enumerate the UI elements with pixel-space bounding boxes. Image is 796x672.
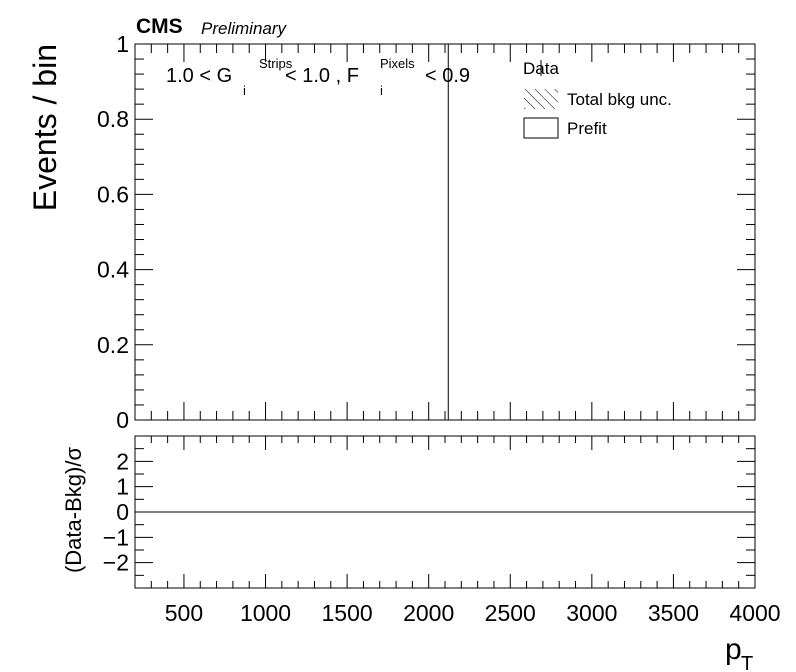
x-tick-label: 2500 [485, 600, 536, 626]
x-tick-label: 3000 [566, 600, 617, 626]
selection-f-sup: Pixels [380, 56, 415, 71]
x-axis-label: p [725, 633, 742, 666]
bottom-y-tick-label: −1 [103, 524, 129, 550]
top-y-tick-label: 0.8 [97, 106, 129, 132]
legend-data-label: Data [523, 59, 559, 78]
legend-unc-swatch [524, 89, 558, 109]
selection-part-3: < 0.9 [425, 65, 470, 87]
x-tick-label: 500 [165, 600, 203, 626]
bottom-y-tick-label: 1 [116, 474, 129, 500]
experiment-label: CMS [136, 15, 183, 38]
bottom-y-axis-label: (Data-Bkg)/σ [61, 447, 86, 573]
top-y-axis-label: Events / bin [27, 44, 63, 211]
selection-g-sup: Strips [259, 56, 293, 71]
bottom-y-tick-label: 0 [116, 499, 129, 525]
bottom-y-tick-label: −2 [103, 550, 129, 576]
top-y-tick-label: 1 [116, 31, 129, 57]
x-tick-label: 1500 [322, 600, 373, 626]
top-axes: 0 0.2 0.4 0.6 0.8 1 [97, 31, 756, 433]
selection-part-1: 1.0 < G [166, 65, 232, 87]
top-y-tick-label: 0 [116, 407, 129, 433]
top-y-tick-label: 0.4 [97, 257, 129, 283]
legend-prefit-label: Prefit [567, 119, 607, 138]
x-tick-label: 3500 [648, 600, 699, 626]
top-y-tick-label: 0.2 [97, 332, 129, 358]
x-tick-label: 1000 [240, 600, 291, 626]
legend-prefit-swatch [523, 117, 559, 139]
selection-annotation: 1.0 < G Strips i < 1.0 , F Pixels i < 0.… [166, 56, 470, 98]
legend: Data Total bkg unc. Prefit [523, 59, 672, 139]
bottom-y-tick-label: 2 [116, 448, 129, 474]
selection-part-2: < 1.0 , F [285, 65, 359, 87]
x-axis-label-sub: T [741, 653, 753, 672]
selection-g-sub: i [243, 83, 246, 98]
status-label: Preliminary [201, 19, 288, 38]
top-y-tick-label: 0.6 [97, 181, 129, 207]
x-tick-label: 4000 [729, 600, 780, 626]
selection-f-sub: i [380, 83, 383, 98]
x-tick-label: 2000 [403, 600, 454, 626]
legend-unc-label: Total bkg unc. [567, 90, 672, 109]
